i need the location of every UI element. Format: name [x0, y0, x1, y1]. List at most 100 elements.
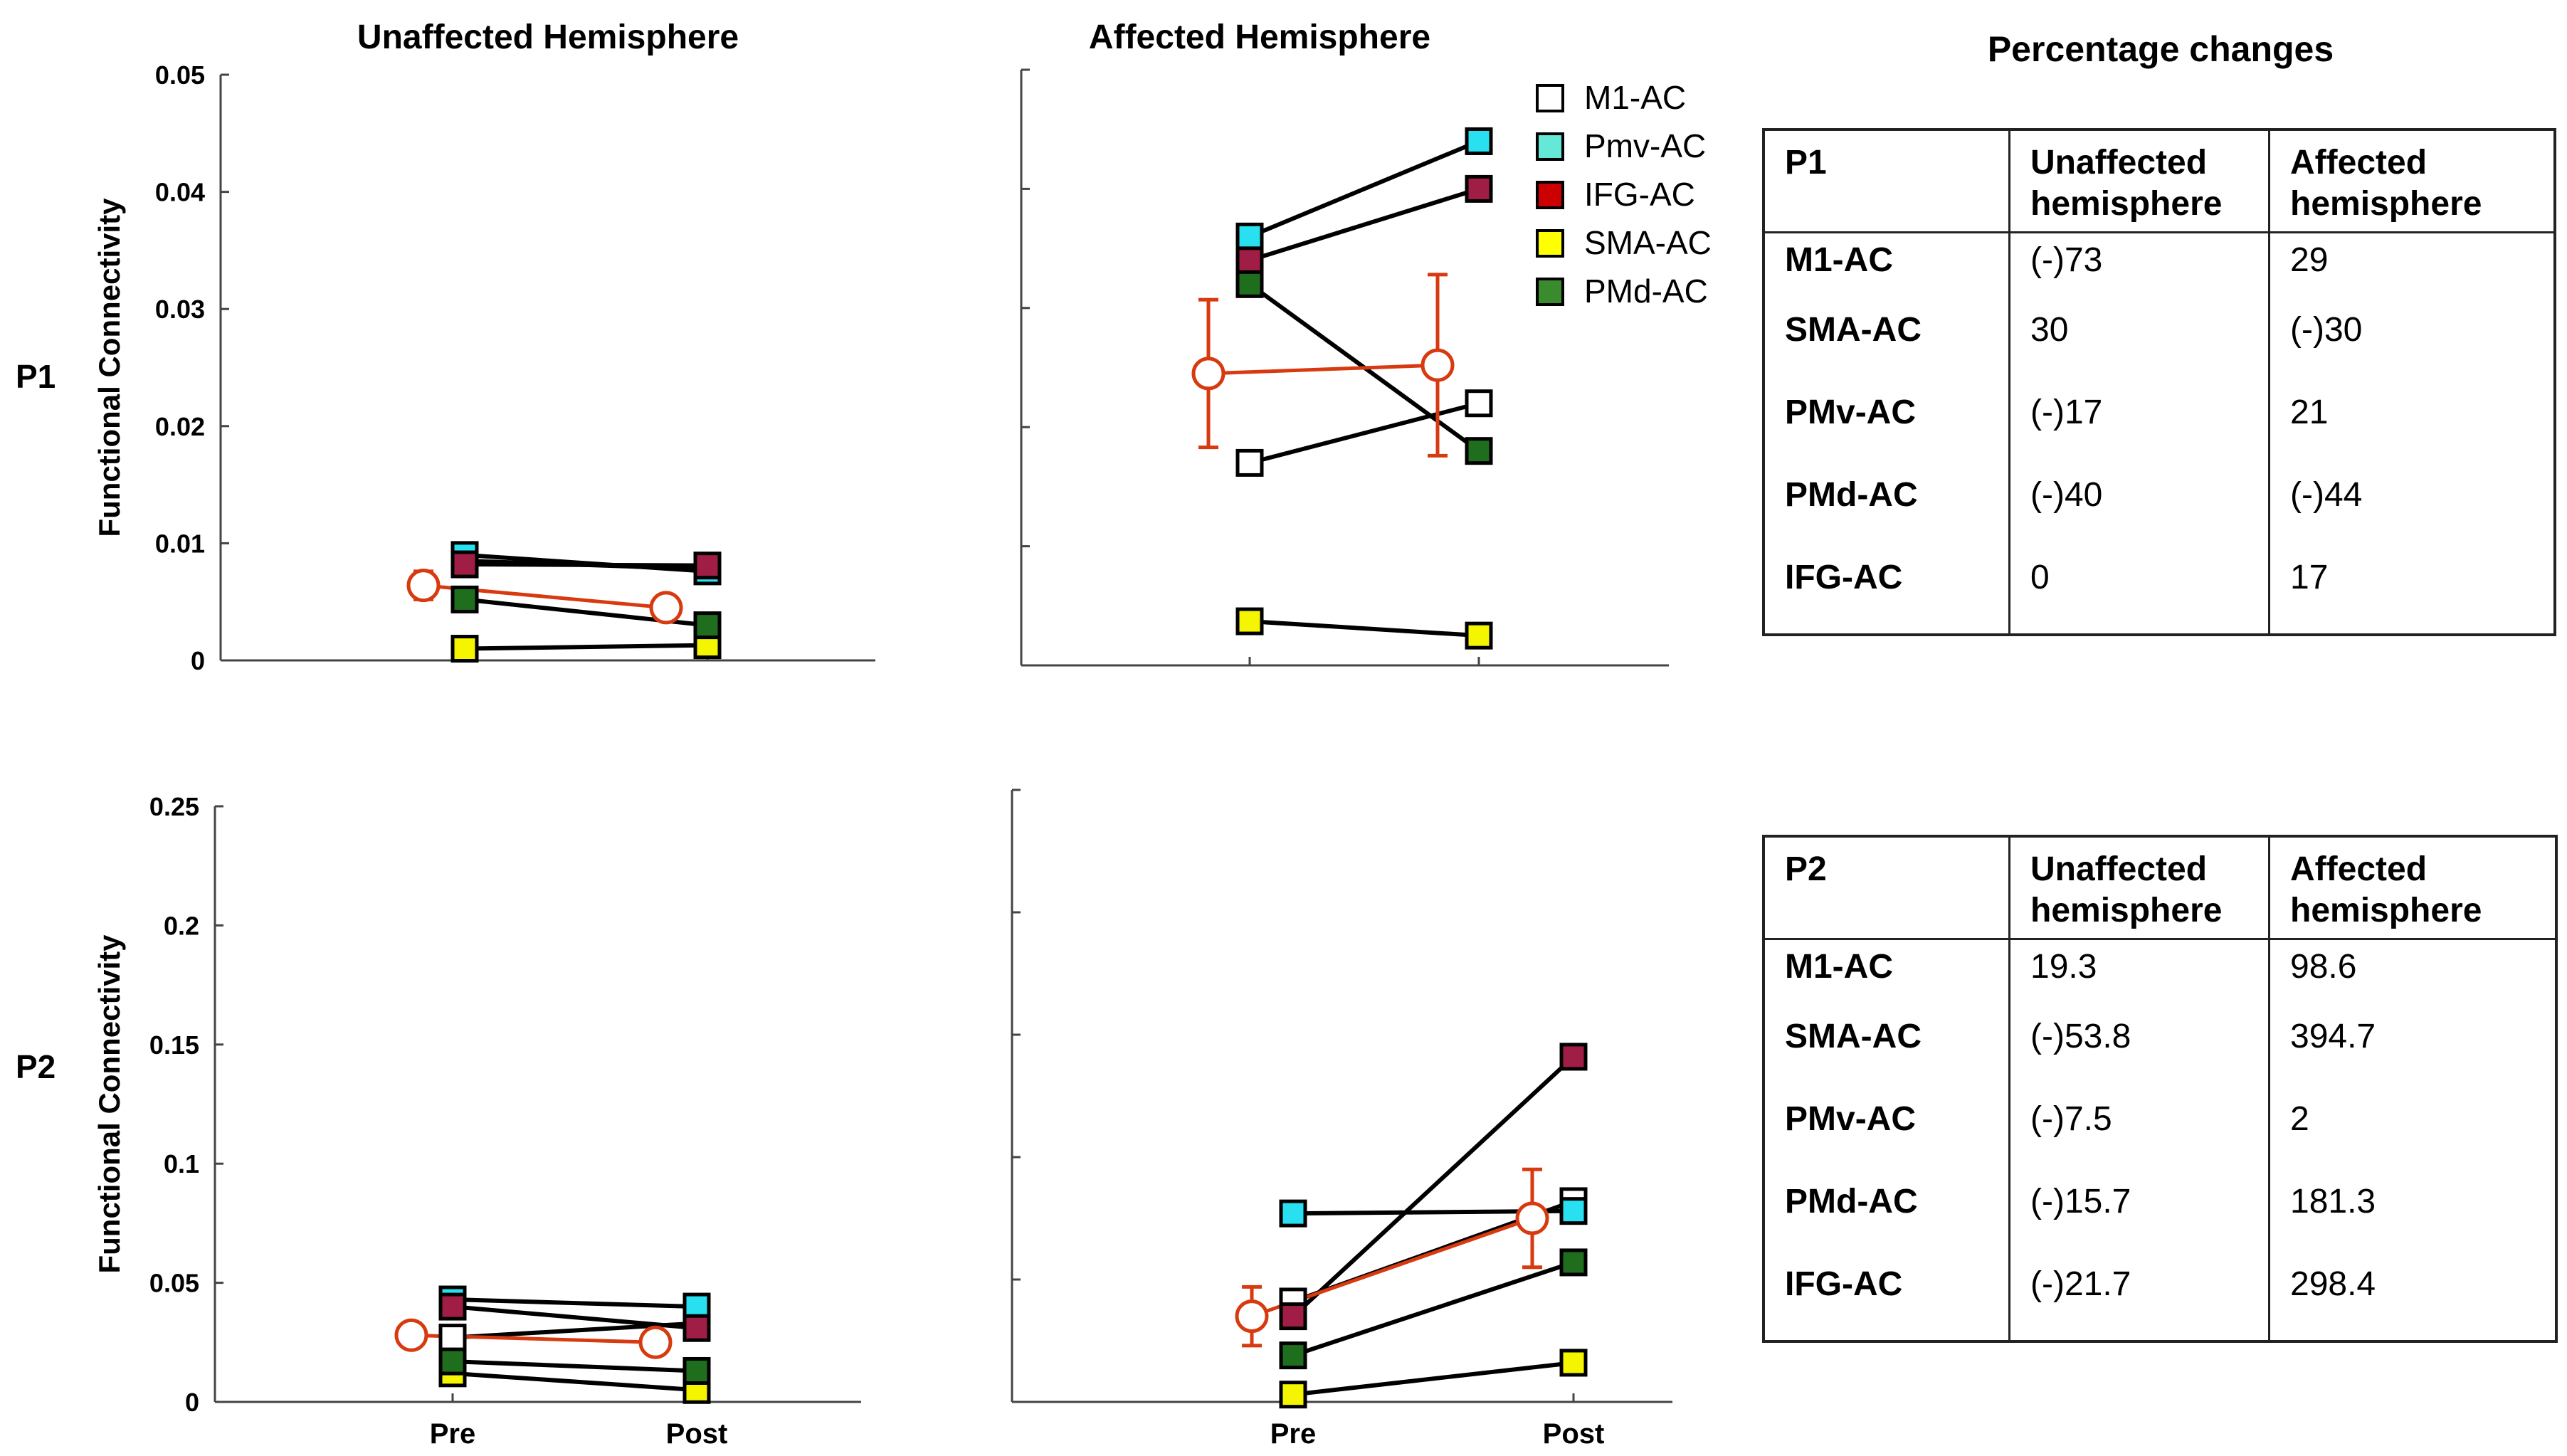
marker-pmd	[693, 611, 722, 640]
marker-pmv	[1279, 1199, 1307, 1228]
header-cell: P1	[1764, 130, 2010, 234]
mean-line	[1208, 363, 1438, 376]
header-cell: Unaffected hemisphere	[2008, 130, 2270, 234]
row-label-cell: IFG-AC	[1785, 559, 1903, 597]
marker-pmd	[682, 1356, 711, 1385]
value-cell: (-)17	[2008, 386, 2270, 469]
value-cell: 181.3	[2268, 1175, 2556, 1258]
value-cell: 29	[2268, 232, 2555, 304]
row-label-cell: SMA-AC	[1785, 311, 1922, 349]
marker-sma	[1235, 607, 1264, 635]
value-cell: 2	[2268, 1092, 2556, 1176]
series-line-ifg	[1291, 1055, 1576, 1318]
legend-label: SMA-AC	[1584, 224, 1712, 261]
value-cell: 21	[2268, 386, 2555, 469]
marker-pmd	[1235, 270, 1264, 298]
row-label-cell: IFG-AC	[1785, 1265, 1903, 1304]
header-cell: Unaffected hemisphere	[2008, 836, 2270, 941]
percentage-table-p2: P2 Unaffected hemisphere Affected hemisp…	[1762, 835, 2558, 1344]
table-row: PMd-AC (-)15.7 181.3	[1764, 1175, 2556, 1258]
marker-sma	[450, 635, 479, 663]
marker-pmv	[1465, 127, 1493, 155]
chart-title: Affected Hemisphere	[1089, 19, 1430, 56]
table-row: PMd-AC (-)40 (-)44	[1764, 468, 2555, 552]
chart-title: Unaffected Hemisphere	[357, 19, 739, 56]
marker-pmd	[1279, 1341, 1307, 1370]
y-axis-label: Functional Connectivity	[93, 934, 126, 1274]
marker-ifg	[1235, 246, 1264, 275]
series-line-sma	[1292, 1360, 1574, 1397]
marker-ifg	[693, 552, 722, 580]
row-label-cell: PMv-AC	[1785, 394, 1917, 432]
table-header-row: P1 Unaffected hemisphere Affected hemisp…	[1764, 130, 2555, 234]
table-row: PMv-AC (-)17 21	[1764, 386, 2555, 469]
value-cell: (-)40	[2008, 468, 2270, 552]
series-line-sma	[1249, 619, 1480, 638]
table-header-row: P2 Unaffected hemisphere Affected hemisp…	[1764, 836, 2556, 941]
series-line-sma	[464, 643, 708, 651]
series-line-ifg	[464, 562, 708, 568]
legend-swatch-ifg	[1536, 181, 1564, 209]
row-label-cell: SMA-AC	[1785, 1018, 1922, 1056]
percentage-table-p1: P1 Unaffected hemisphere Affected hemisp…	[1762, 128, 2556, 637]
value-cell: (-)44	[2268, 468, 2555, 552]
mean-marker	[649, 591, 683, 625]
x-tick-label: Pre	[430, 1418, 476, 1450]
marker-ifg	[1279, 1302, 1307, 1331]
y-tick-label: 0.01	[155, 529, 205, 558]
marker-ifg	[450, 550, 479, 579]
y-tick-label: 0.1	[164, 1149, 199, 1178]
y-tick-label: 0.25	[149, 792, 199, 821]
value-cell: (-)15.7	[2008, 1175, 2270, 1258]
value-cell: (-)73	[2008, 232, 2270, 304]
value-cell: (-)53.8	[2008, 1010, 2270, 1093]
header-cell: Affected hemisphere	[2268, 130, 2555, 234]
mean-marker	[406, 569, 441, 603]
marker-pmv	[1559, 1197, 1588, 1225]
legend-label: Pmv-AC	[1584, 127, 1706, 164]
y-tick-label: 0.15	[149, 1030, 199, 1060]
marker-ifg	[438, 1292, 467, 1321]
marker-m1	[1465, 389, 1493, 418]
series-line-pmv	[452, 1297, 697, 1309]
table-title: Percentage changes	[1987, 29, 2334, 69]
mean-marker	[638, 1325, 673, 1359]
y-tick-label: 0.04	[155, 178, 205, 207]
marker-sma	[1465, 621, 1493, 650]
table-row: SMA-AC (-)53.8 394.7	[1764, 1010, 2556, 1093]
mean-marker	[1235, 1299, 1269, 1334]
marker-sma	[1279, 1381, 1307, 1409]
header-cell: Affected hemisphere	[2268, 836, 2556, 941]
marker-ifg	[1465, 174, 1493, 203]
y-axis-label: Functional Connectivity	[93, 198, 126, 537]
marker-pmv	[1235, 222, 1264, 250]
x-tick-label: Post	[1543, 1418, 1605, 1450]
mean-marker	[1420, 348, 1455, 382]
y-tick-label: 0.05	[155, 60, 205, 90]
x-tick-label: Post	[666, 1418, 728, 1450]
y-tick-label: 0.05	[149, 1269, 199, 1298]
value-cell: 17	[2268, 551, 2555, 635]
chart-p1-unaffected: 0 0.01 0.02 0.03 0.04 0.05 Unaffected Hemisphe…	[16, 19, 875, 675]
marker-pmd	[1465, 437, 1493, 465]
table-row: SMA-AC 30 (-)30	[1764, 303, 2555, 386]
series-line-sma	[452, 1371, 697, 1393]
marker-sma	[1559, 1349, 1588, 1377]
series-line-ifg	[452, 1304, 697, 1331]
value-cell: 0	[2008, 551, 2270, 635]
value-cell: (-)21.7	[2008, 1257, 2270, 1342]
row-label-cell: PMv-AC	[1785, 1100, 1917, 1139]
table-row: M1-AC 19.3 98.6	[1764, 939, 2556, 1011]
value-cell: 19.3	[2008, 939, 2270, 1011]
marker-m1	[1235, 448, 1264, 477]
y-tick-label: 0	[191, 646, 205, 675]
value-cell: (-)7.5	[2008, 1092, 2270, 1176]
legend-swatch-pmd	[1536, 278, 1564, 306]
legend: M1-AC Pmv-AC IFG-AC SMA-AC PMd-AC	[1536, 79, 1712, 310]
series-line-m1	[1249, 401, 1480, 465]
value-cell: 298.4	[2268, 1257, 2556, 1342]
marker-pmd	[450, 585, 479, 613]
y-tick-label: 0.02	[155, 412, 205, 441]
marker-ifg	[682, 1314, 711, 1342]
